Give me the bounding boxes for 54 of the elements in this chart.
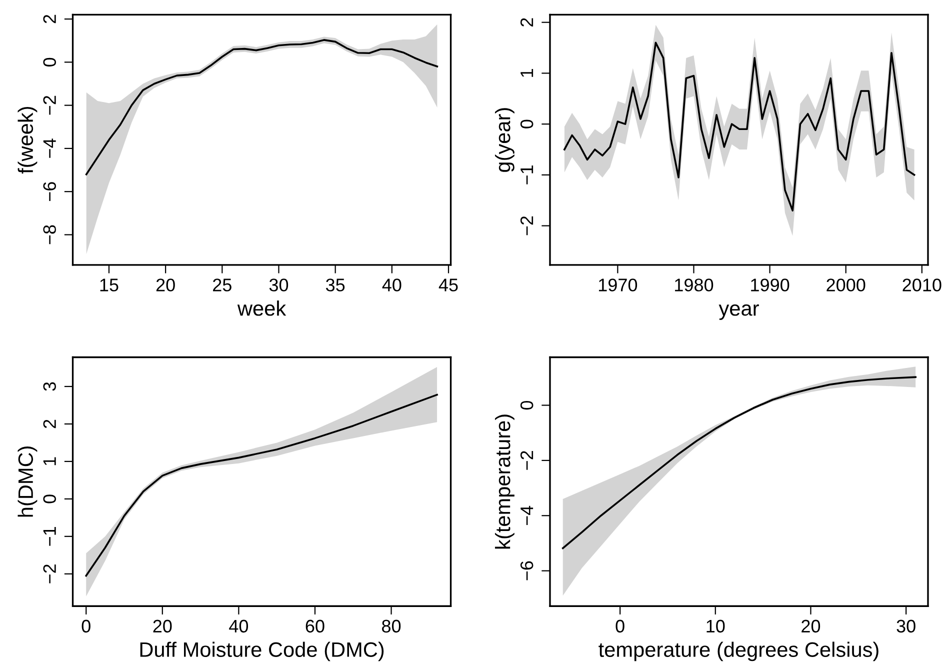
line-series (562, 376, 916, 550)
x-tick-label: 1990 (751, 278, 790, 292)
y-tick-label: −8 (43, 225, 56, 244)
y-axis-title: g(year) (494, 108, 514, 172)
y-tick-label: 0 (520, 120, 534, 128)
x-tick-label: 2000 (826, 278, 866, 292)
x-tick-label: 80 (382, 620, 401, 633)
line-series (564, 42, 916, 212)
y-tick-label: −1 (520, 166, 534, 184)
y-axis-title: h(DMC) (18, 446, 38, 517)
y-tick-label: −2 (43, 96, 56, 115)
x-tick-label: 30 (896, 620, 916, 633)
x-tick-label: 1970 (598, 278, 638, 292)
y-tick-label: −2 (520, 216, 534, 236)
y-tick-label: 0 (520, 400, 534, 410)
x-tick-label: 15 (100, 278, 118, 292)
x-axis-title: year (718, 304, 759, 320)
y-tick-label: −6 (520, 561, 534, 580)
y-tick-label: 1 (520, 69, 534, 77)
x-tick-label: 60 (306, 620, 324, 633)
x-tick-label: 35 (326, 278, 345, 292)
x-tick-label: 45 (438, 278, 458, 292)
y-axis-title: f(week) (18, 106, 38, 174)
y-tick-label: −2 (43, 564, 56, 584)
y-axis-title: k(temperature) (494, 414, 514, 549)
x-tick-label: 20 (153, 620, 172, 633)
x-tick-label: 40 (382, 278, 402, 292)
y-tick-label: 0 (43, 58, 56, 66)
x-tick-label: 40 (229, 620, 248, 633)
x-tick-label: 20 (802, 620, 820, 633)
x-tick-label: 1980 (675, 278, 714, 292)
y-tick-label: 2 (43, 420, 56, 428)
line-series (85, 394, 438, 577)
y-tick-label: −4 (520, 506, 534, 526)
y-tick-label: 2 (520, 18, 534, 26)
y-tick-label: 3 (43, 382, 56, 391)
y-tick-label: −4 (43, 138, 56, 158)
y-tick-label: −2 (520, 451, 534, 470)
x-tick-label: 20 (156, 278, 175, 292)
y-tick-label: 2 (43, 14, 56, 24)
y-tick-label: 1 (43, 457, 56, 466)
y-tick-label: −6 (43, 182, 56, 201)
x-axis-title: Duff Moisture Code (DMC) (140, 642, 384, 662)
x-tick-label: 25 (213, 278, 232, 292)
y-tick-label: −1 (43, 526, 56, 546)
line-series (85, 39, 438, 176)
x-tick-label: 10 (706, 620, 725, 633)
y-tick-label: 0 (43, 494, 56, 504)
x-tick-label: 0 (616, 620, 624, 633)
x-axis-title: temperature (degrees Celsius) (598, 642, 878, 662)
x-tick-label: 2010 (902, 278, 942, 292)
x-tick-label: 30 (269, 278, 288, 292)
x-tick-label: 0 (82, 620, 90, 633)
x-axis-title: week (237, 300, 286, 316)
